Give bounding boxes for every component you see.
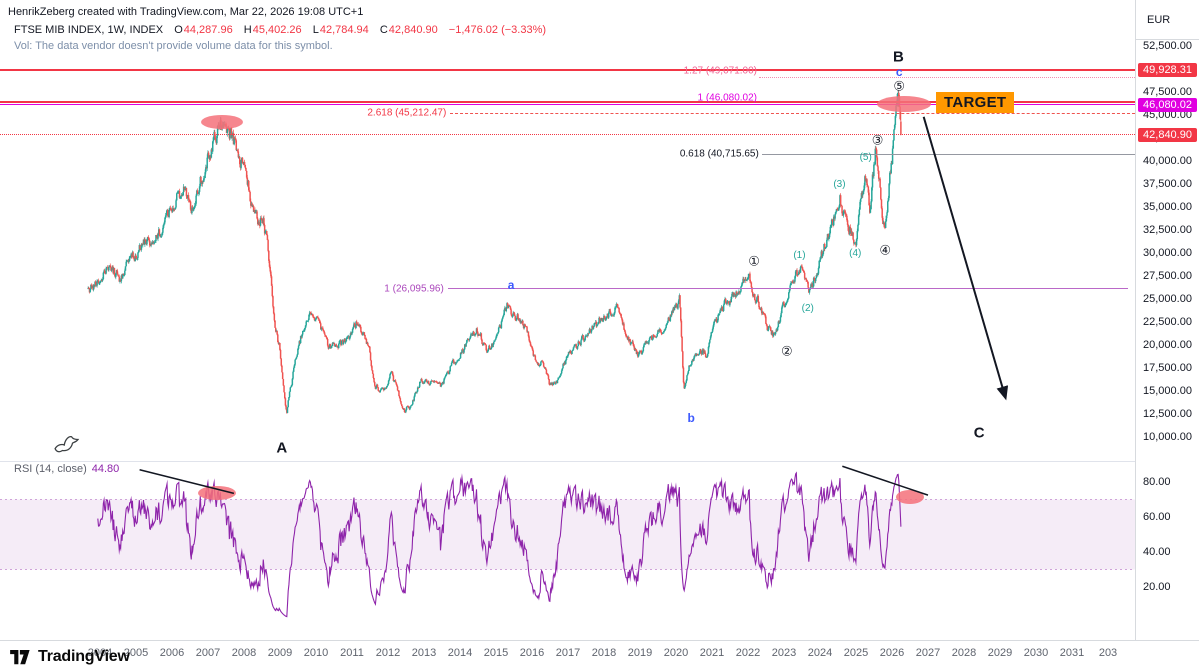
volume-note: Vol: The data vendor doesn't provide vol… xyxy=(14,40,333,52)
ohlc-open: O44,287.96 xyxy=(174,24,233,36)
time-tick: 2016 xyxy=(519,647,545,659)
dino-doodle[interactable] xyxy=(52,434,82,456)
rsi-value: 44.80 xyxy=(91,463,120,475)
currency-label[interactable]: EUR xyxy=(1136,0,1199,40)
low-label: L xyxy=(312,24,319,36)
rsi-legend[interactable]: RSI (14, close) 44.80 xyxy=(14,463,119,475)
time-tick: 2030 xyxy=(1023,647,1049,659)
price-tick: 52,500.00 xyxy=(1143,40,1192,52)
time-tick: 2004 xyxy=(87,647,113,659)
price-tick: 40,000.00 xyxy=(1143,155,1192,167)
low-value: 42,784.94 xyxy=(319,24,369,36)
high-value: 45,402.26 xyxy=(252,24,302,36)
price-tick: 30,000.00 xyxy=(1143,247,1192,259)
time-tick: 2012 xyxy=(375,647,401,659)
price-tick: 27,500.00 xyxy=(1143,270,1192,282)
time-tick: 2010 xyxy=(303,647,329,659)
time-tick: 2020 xyxy=(663,647,689,659)
time-tick: 2022 xyxy=(735,647,761,659)
time-tick: 2031 xyxy=(1059,647,1085,659)
symbol-title[interactable]: FTSE MIB INDEX, 1W, INDEX xyxy=(14,24,164,36)
price-tick: 25,000.00 xyxy=(1143,293,1192,305)
time-tick: 2026 xyxy=(879,647,905,659)
price-tick: 47,500.00 xyxy=(1143,86,1192,98)
dino-doodle-path xyxy=(54,435,80,453)
time-tick: 2008 xyxy=(231,647,257,659)
rsi-tick: 20.00 xyxy=(1143,581,1171,593)
time-tick: 2027 xyxy=(915,647,941,659)
time-tick: 2025 xyxy=(843,647,869,659)
price-tick: 32,500.00 xyxy=(1143,224,1192,236)
close-value: 42,840.90 xyxy=(388,24,438,36)
ohlc-low: L42,784.94 xyxy=(313,24,369,36)
time-tick: 2015 xyxy=(483,647,509,659)
price-badge: 46,080.02 xyxy=(1138,98,1197,113)
time-tick: 2006 xyxy=(159,647,185,659)
time-tick: 2014 xyxy=(447,647,473,659)
time-tick: 2029 xyxy=(987,647,1013,659)
price-tick: 35,000.00 xyxy=(1143,201,1192,213)
rsi-indicator-label: RSI (14, close) xyxy=(14,463,87,475)
high-label: H xyxy=(243,24,252,36)
price-tick: 17,500.00 xyxy=(1143,362,1192,374)
time-tick: 2011 xyxy=(340,647,364,659)
change-value: −1,476.02 (−3.33%) xyxy=(448,24,547,36)
time-tick: 2013 xyxy=(411,647,437,659)
time-tick: 2009 xyxy=(267,647,293,659)
price-axis[interactable]: EUR 52,500.0050,000.0047,500.0045,000.00… xyxy=(1135,0,1199,640)
close-label: C xyxy=(379,24,388,36)
time-tick: 2017 xyxy=(555,647,581,659)
tradingview-logo-icon xyxy=(10,649,30,664)
ohlc-close: C42,840.90 xyxy=(380,24,438,36)
ohlc-high: H45,402.26 xyxy=(244,24,302,36)
target-annotation[interactable]: TARGET xyxy=(936,92,1015,113)
open-value: 44,287.96 xyxy=(183,24,233,36)
attribution-text: HenrikZeberg created with TradingView.co… xyxy=(8,6,364,18)
price-axis-ticks: 52,500.0050,000.0047,500.0045,000.0042,5… xyxy=(1136,0,1199,640)
price-tick: 12,500.00 xyxy=(1143,408,1192,420)
price-tick: 37,500.00 xyxy=(1143,178,1192,190)
rsi-tick: 80.00 xyxy=(1143,476,1171,488)
time-tick: 2021 xyxy=(699,647,725,659)
time-tick: 2024 xyxy=(807,647,833,659)
price-tick: 22,500.00 xyxy=(1143,316,1192,328)
tradingview-logo[interactable]: TradingView xyxy=(10,648,130,666)
time-tick: 203 xyxy=(1098,647,1118,659)
rsi-tick: 60.00 xyxy=(1143,511,1171,523)
time-tick: 2007 xyxy=(195,647,221,659)
price-tick: 15,000.00 xyxy=(1143,385,1192,397)
time-tick: 2019 xyxy=(627,647,653,659)
open-label: O xyxy=(174,24,183,36)
time-axis-ticks: 2004 2005 2006 2007 2008 2009 2010 2011 2012 2013… xyxy=(0,641,1199,672)
time-tick: 2005 xyxy=(123,647,149,659)
price-badge: 42,840.90 xyxy=(1138,127,1197,142)
time-axis[interactable]: 2004 2005 2006 2007 2008 2009 2010 2011 2012 2013… xyxy=(0,640,1199,672)
rsi-tick: 40.00 xyxy=(1143,546,1171,558)
price-badge: 49,928.31 xyxy=(1138,62,1197,77)
time-tick: 2018 xyxy=(591,647,617,659)
time-tick: 2023 xyxy=(771,647,797,659)
price-tick: 10,000.00 xyxy=(1143,431,1192,443)
time-tick: 2028 xyxy=(951,647,977,659)
symbol-legend[interactable]: FTSE MIB INDEX, 1W, INDEX O44,287.96 H45… xyxy=(14,24,546,36)
tradingview-logo-text: TradingView xyxy=(38,648,130,665)
price-tick: 20,000.00 xyxy=(1143,339,1192,351)
